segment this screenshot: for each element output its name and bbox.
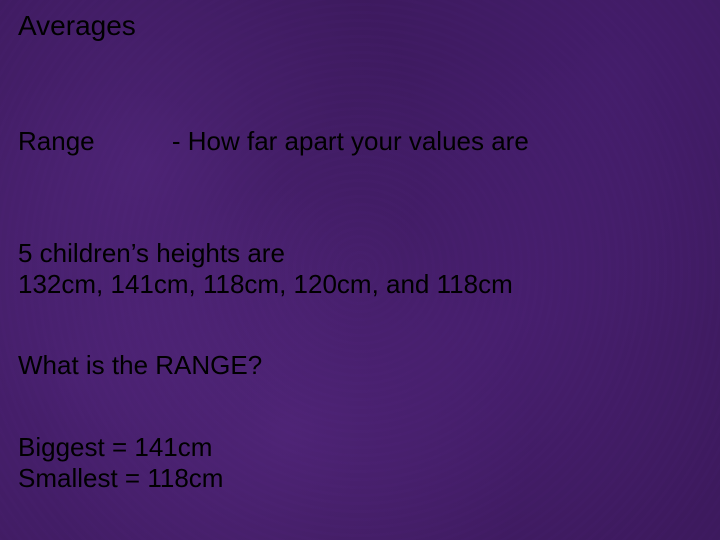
heights-values: 132cm, 141cm, 118cm, 120cm, and 118cm xyxy=(18,269,513,300)
heights-block: 5 children’s heights are 132cm, 141cm, 1… xyxy=(18,238,513,299)
definition-term: Range xyxy=(18,126,95,157)
definition-text: - How far apart your values are xyxy=(172,126,529,157)
heights-intro: 5 children’s heights are xyxy=(18,238,513,269)
slide-title: Averages xyxy=(18,10,136,42)
answers-block: Biggest = 141cm Smallest = 118cm xyxy=(18,432,223,493)
answer-biggest: Biggest = 141cm xyxy=(18,432,223,463)
definition-row: Range - How far apart your values are xyxy=(18,126,529,157)
slide: Averages Range - How far apart your valu… xyxy=(0,0,720,540)
answer-smallest: Smallest = 118cm xyxy=(18,463,223,494)
question-text: What is the RANGE? xyxy=(18,350,262,381)
